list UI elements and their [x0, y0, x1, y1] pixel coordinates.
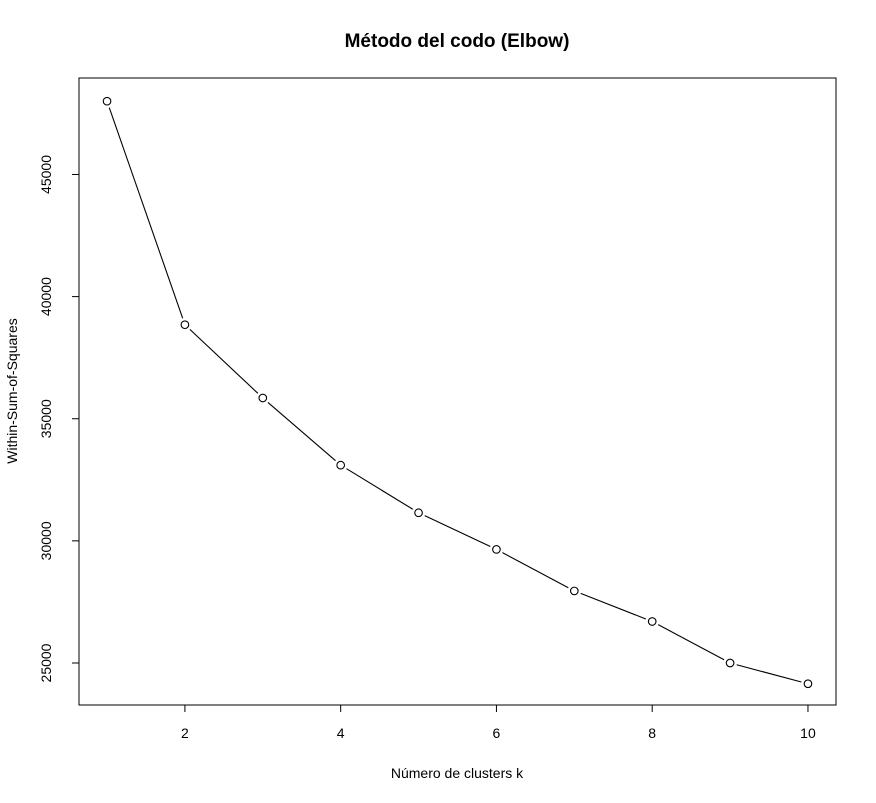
x-tick-label: 2	[181, 725, 189, 741]
x-axis: 2 4 6 8 10	[181, 705, 816, 741]
series-line-segment	[267, 401, 336, 462]
series-layer	[102, 96, 813, 689]
data-point	[569, 586, 579, 596]
data-point	[258, 393, 268, 403]
y-tick-label: 45000	[38, 155, 54, 194]
data-point	[647, 617, 657, 626]
y-tick-label: 30000	[38, 521, 54, 560]
series-line-segment	[346, 468, 414, 510]
series-line-segment	[657, 624, 725, 661]
series-line-segment	[424, 515, 491, 548]
data-point	[414, 508, 423, 518]
y-axis-label: Within-Sum-of-Squares	[4, 318, 20, 464]
plot-frame	[78, 77, 837, 706]
data-point	[803, 679, 813, 689]
y-tick-label: 35000	[38, 399, 54, 438]
chart-title: Método del codo (Elbow)	[345, 31, 570, 52]
x-tick-label: 8	[648, 725, 656, 741]
data-point	[102, 96, 112, 106]
data-point	[180, 320, 190, 330]
x-tick-label: 6	[493, 725, 501, 741]
series-line-segment	[189, 328, 259, 394]
y-tick-label: 25000	[38, 643, 54, 682]
x-tick-label: 4	[337, 725, 345, 741]
data-point	[725, 658, 735, 668]
data-point	[492, 545, 501, 554]
series-line-segment	[736, 664, 802, 683]
series-line-segment	[108, 107, 184, 319]
x-tick-label: 10	[800, 725, 816, 741]
series-line-segment	[502, 552, 569, 589]
data-point	[336, 460, 346, 470]
x-axis-label: Número de clusters k	[391, 765, 524, 781]
series-line-segment	[580, 592, 647, 620]
y-tick-label: 40000	[38, 277, 54, 316]
y-axis: 25000 30000 35000 40000 45000	[38, 155, 79, 682]
